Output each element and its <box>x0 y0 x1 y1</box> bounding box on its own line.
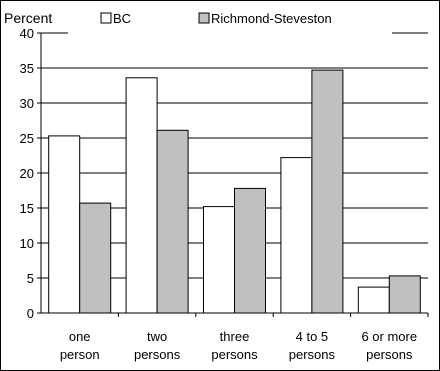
y-tick-labels: 0 5 10 15 20 25 30 35 40 <box>20 26 34 321</box>
bar-bc-4 <box>357 286 390 314</box>
bar-bc-3 <box>280 157 313 314</box>
bar-richmond-steveston-1 <box>156 129 189 314</box>
legend-swatch-bc <box>100 12 112 24</box>
x-tick-label: 4 to 5 <box>296 329 329 344</box>
y-tick-label: 30 <box>20 96 34 111</box>
y-tick-label: 15 <box>20 201 34 216</box>
legend: BC Richmond-Steveston <box>100 11 332 26</box>
y-tick-label: 40 <box>20 26 34 41</box>
axes <box>37 32 429 317</box>
legend-swatch-richmond-steveston <box>198 12 210 24</box>
y-tick-label: 5 <box>27 271 34 286</box>
bar-richmond-steveston-4 <box>388 275 421 314</box>
x-tick-label: persons <box>211 347 258 362</box>
bar-bc-0 <box>48 135 81 314</box>
bar-richmond-steveston-2 <box>234 187 266 314</box>
x-tick-labels: one person two persons three persons 4 to 5 per… <box>60 329 417 362</box>
x-tick-label: persons <box>366 347 413 362</box>
x-tick-label: persons <box>289 347 336 362</box>
y-tick-label: 35 <box>20 61 34 76</box>
x-tick-label: two <box>147 329 167 344</box>
y-tick-label: 10 <box>20 236 34 251</box>
x-tick-label: 6 or more <box>361 329 417 344</box>
bars <box>48 69 421 314</box>
y-tick-label: 25 <box>20 131 34 146</box>
x-tick-label: persons <box>134 347 181 362</box>
bar-richmond-steveston-3 <box>311 69 344 314</box>
x-tick-label: one <box>69 329 91 344</box>
bar-richmond-steveston-0 <box>79 202 112 314</box>
y-tick-label: 0 <box>27 306 34 321</box>
x-tick-label: three <box>220 329 250 344</box>
x-tick-label: person <box>60 347 100 362</box>
bar-bc-1 <box>125 77 158 314</box>
y-tick-label: 20 <box>20 166 34 181</box>
bar-bc-2 <box>203 206 235 314</box>
legend-label-richmond-steveston: Richmond-Steveston <box>211 11 332 26</box>
legend-label-bc: BC <box>113 11 131 26</box>
y-axis-label: Percent <box>4 10 52 26</box>
